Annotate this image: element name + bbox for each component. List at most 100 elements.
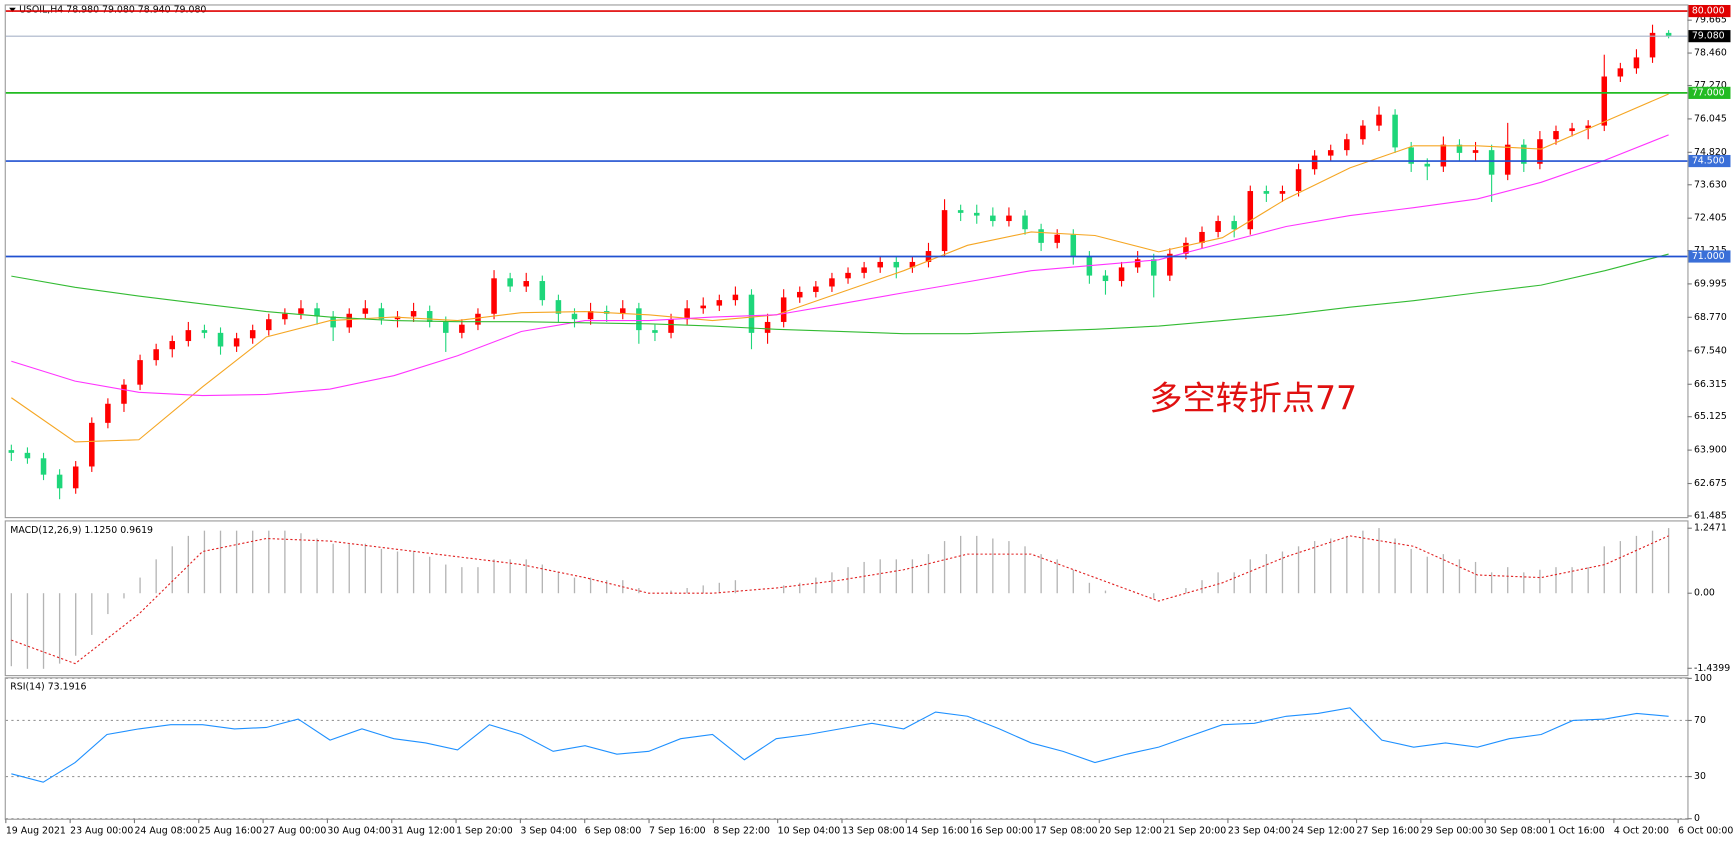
candle-body	[1360, 125, 1366, 140]
price-level-tag	[1688, 154, 1731, 168]
candle-body	[1408, 147, 1414, 164]
candle-body	[410, 311, 417, 317]
candle-body	[571, 313, 578, 320]
candle-body	[555, 300, 562, 314]
candle-body	[700, 305, 706, 309]
y-tick-label: 78.460	[1694, 48, 1727, 59]
moving-average	[11, 134, 1669, 397]
moving-average	[11, 93, 1669, 443]
y-tick-label: 63.900	[1694, 445, 1727, 456]
candle-body	[459, 324, 465, 333]
x-tick-label: 27 Aug 00:00	[263, 825, 326, 836]
price-level-label: 77.000	[1692, 87, 1725, 98]
rsi-panel	[4, 677, 1689, 820]
candle-body	[1585, 125, 1591, 129]
x-tick-label: 20 Sep 12:00	[1099, 825, 1162, 836]
candle-body	[1424, 163, 1431, 167]
candle-body	[330, 316, 336, 328]
candle-body	[56, 474, 63, 489]
candle-body	[475, 313, 481, 325]
candle-body	[1263, 191, 1270, 194]
y-tick-label: 65.125	[1694, 411, 1727, 422]
x-tick-label: 6 Oct 00:00	[1678, 825, 1733, 836]
x-tick-label: 30 Sep 08:00	[1485, 825, 1548, 836]
x-tick-label: 8 Sep 22:00	[713, 825, 770, 836]
price-level-label: 74.500	[1692, 156, 1725, 167]
candle-body	[217, 332, 224, 347]
x-tick-label: 24 Aug 08:00	[134, 825, 197, 836]
rsi-line	[11, 707, 1669, 783]
candle-body	[1327, 150, 1334, 156]
y-tick-label: 70	[1694, 715, 1706, 726]
y-tick-label: 79.665	[1694, 15, 1727, 26]
x-tick-label: 1 Oct 16:00	[1550, 825, 1605, 836]
x-tick-label: 13 Sep 08:00	[842, 825, 905, 836]
candle-body	[877, 261, 883, 268]
candle-body	[748, 294, 755, 333]
candle-body	[1118, 267, 1125, 282]
candle-body	[893, 261, 900, 268]
candle-body	[829, 278, 835, 287]
candle-body	[684, 308, 690, 320]
candle-body	[378, 308, 385, 320]
y-tick-label: 1.2471	[1694, 523, 1727, 534]
candle-body	[24, 452, 31, 459]
price-level-label: 79.080	[1692, 31, 1725, 42]
candle-body	[1553, 131, 1559, 140]
y-tick-label: 66.315	[1694, 379, 1727, 390]
candle-body	[169, 341, 176, 350]
candle-body	[314, 308, 320, 317]
candle-body	[1247, 191, 1254, 230]
candle-body	[1199, 231, 1205, 243]
x-tick-label: 29 Sep 00:00	[1421, 825, 1484, 836]
candle-body	[1344, 139, 1350, 151]
y-tick-label: 68.770	[1694, 312, 1727, 323]
candle-body	[845, 272, 851, 279]
candle-body	[1617, 68, 1624, 77]
y-tick-label: 67.540	[1694, 345, 1727, 356]
menu-arrow	[9, 7, 16, 13]
candle-body	[1376, 114, 1382, 126]
x-tick-label: 24 Sep 12:00	[1292, 825, 1355, 836]
candle-body	[233, 338, 240, 347]
candle-body	[1134, 259, 1141, 268]
candle-body	[185, 330, 192, 342]
candle-body	[249, 330, 256, 339]
y-tick-label: 61.485	[1694, 510, 1727, 521]
x-tick-label: 23 Aug 00:00	[70, 825, 133, 836]
y-tick-label: 69.995	[1694, 278, 1727, 289]
candle-body	[72, 466, 79, 489]
candle-body	[1440, 144, 1447, 167]
candle-body	[716, 300, 723, 306]
y-tick-label: 30	[1694, 771, 1706, 782]
candle-body	[121, 384, 127, 404]
x-tick-label: 21 Sep 20:00	[1164, 825, 1227, 836]
y-tick-label: 72.405	[1694, 213, 1727, 224]
candle-body	[973, 212, 980, 216]
candle-body	[1649, 32, 1656, 58]
x-tick-label: 14 Sep 16:00	[906, 825, 969, 836]
candle-body	[652, 330, 658, 333]
candle-body	[990, 215, 996, 222]
candle-body	[909, 261, 916, 268]
candle-body	[1311, 155, 1318, 170]
macd-signal	[11, 535, 1669, 665]
price-level-label: 71.000	[1692, 251, 1725, 262]
candle-body	[636, 308, 642, 331]
candle-body	[523, 281, 529, 287]
macd-title: MACD(12,26,9) 1.1250 0.9619	[10, 525, 153, 536]
x-tick-label: 19 Aug 2021	[6, 825, 66, 836]
candle-body	[1215, 221, 1221, 232]
candle-body	[105, 403, 111, 423]
candle-body	[1504, 144, 1511, 175]
candle-body	[507, 278, 513, 287]
x-tick-label: 23 Sep 04:00	[1228, 825, 1291, 836]
x-tick-label: 4 Oct 20:00	[1614, 825, 1669, 836]
candle-body	[796, 291, 803, 298]
candle-body	[137, 360, 143, 385]
candle-body	[861, 267, 867, 273]
candle-body	[620, 308, 626, 314]
candle-body	[1392, 114, 1398, 148]
candle-body	[1070, 234, 1077, 257]
candle-body	[1488, 150, 1495, 175]
